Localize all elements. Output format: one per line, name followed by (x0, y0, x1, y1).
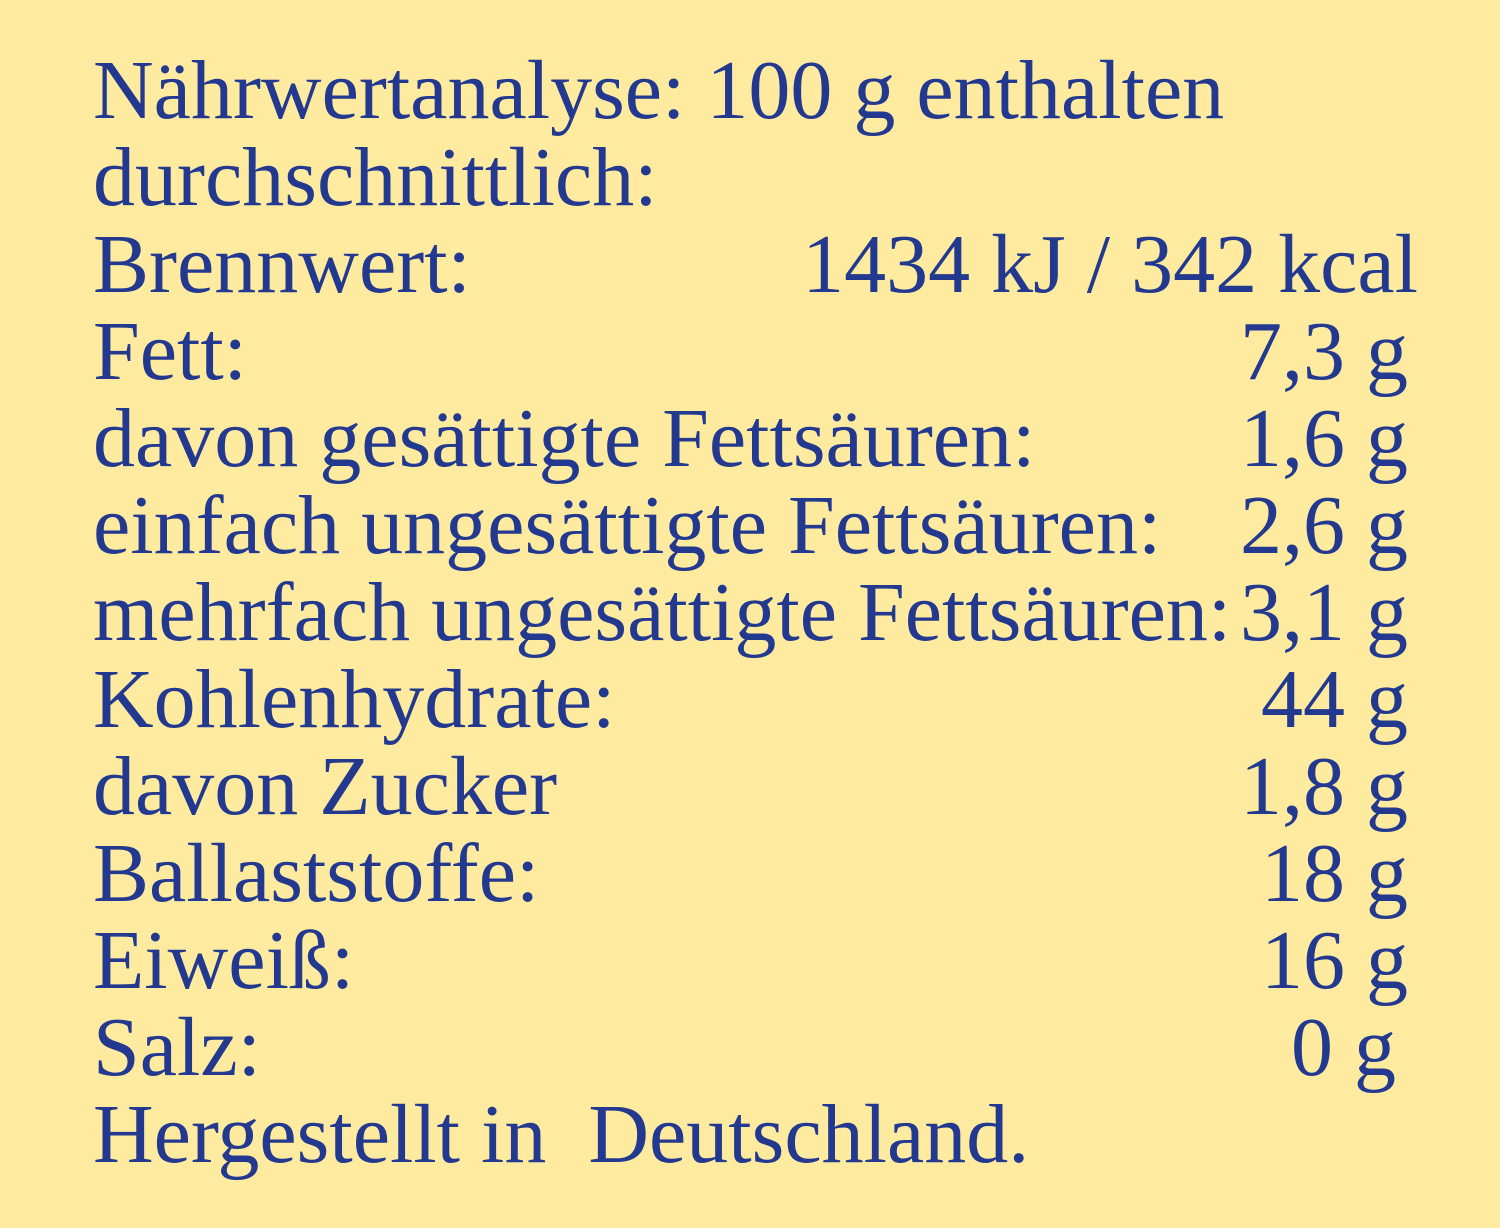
row-fat: Fett: 7,3 g (93, 308, 1500, 395)
row-salt: Salz: 0 g (93, 1004, 1500, 1091)
row-value: 18 g (1261, 827, 1408, 920)
row-sugar: davon Zucker 1,8 g (93, 743, 1500, 830)
row-value: 0 g (1291, 1001, 1396, 1094)
row-value: 7,3 g (1240, 305, 1408, 398)
row-carbohydrates: Kohlenhydrate: 44 g (93, 656, 1500, 743)
row-fiber: Ballaststoffe: 18 g (93, 830, 1500, 917)
row-label: davon gesättigte Fettsäuren: (93, 392, 1036, 485)
row-polyunsaturated-fat: mehrfach ungesättigte Fettsäuren: 3,1 g (93, 569, 1500, 656)
row-value: 44 g (1261, 653, 1408, 746)
row-label: Eiweiß: (93, 914, 355, 1007)
row-value: 1434 kJ / 342 kcal (802, 218, 1418, 311)
origin-text: Hergestellt in Deutschland. (93, 1088, 1030, 1181)
row-saturated-fat: davon gesättigte Fettsäuren: 1,6 g (93, 395, 1500, 482)
row-value: 3,1 g (1240, 566, 1408, 659)
row-label: Kohlenhydrate: (93, 653, 616, 746)
row-value: 1,8 g (1240, 740, 1408, 833)
heading-text: Nährwertanalyse: 100 g enthalten (93, 44, 1225, 137)
row-label: Ballaststoffe: (93, 827, 540, 920)
heading-line-2: durchschnittlich: (93, 134, 1500, 221)
heading-line-1: Nährwertanalyse: 100 g enthalten (93, 47, 1500, 134)
row-value: 16 g (1261, 914, 1408, 1007)
row-label: Salz: (93, 1001, 261, 1094)
row-value: 2,6 g (1240, 479, 1408, 572)
row-protein: Eiweiß: 16 g (93, 917, 1500, 1004)
row-label: mehrfach ungesättigte Fettsäuren: (93, 566, 1232, 659)
row-energy: Brennwert: 1434 kJ / 342 kcal (93, 221, 1500, 308)
row-label: Fett: (93, 305, 248, 398)
row-monounsaturated-fat: einfach ungesättigte Fettsäuren: 2,6 g (93, 482, 1500, 569)
footer-line: Hergestellt in Deutschland. (93, 1091, 1500, 1178)
row-value: 1,6 g (1240, 392, 1408, 485)
row-label: Brennwert: (93, 218, 471, 311)
row-label: davon Zucker (93, 740, 558, 833)
row-label: einfach ungesättigte Fettsäuren: (93, 479, 1162, 572)
heading-text: durchschnittlich: (93, 131, 658, 224)
